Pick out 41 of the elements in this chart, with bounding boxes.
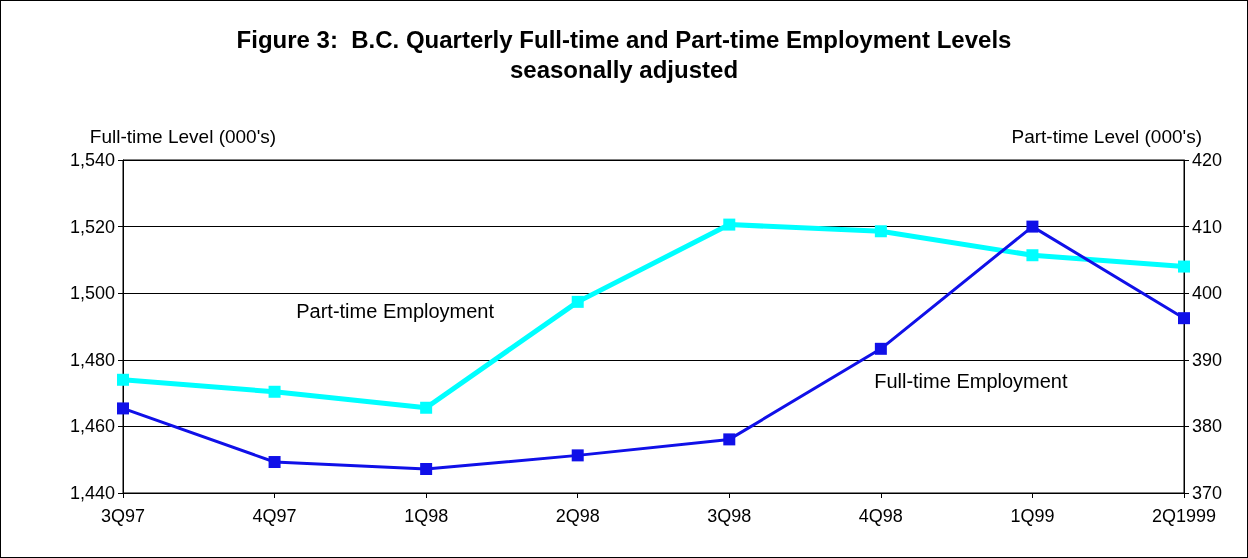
point (420, 463, 433, 476)
x-tick-label: 1Q99 (1010, 506, 1055, 526)
point (1026, 249, 1039, 262)
point (874, 225, 887, 238)
y-tick-label: 1,520 (69, 216, 115, 237)
chart-title: Figure 3: B.C. Quarterly Full-time and Part-time Employment Levels seasonally adjusted (236, 25, 1012, 83)
x-tick-label: 3Q98 (707, 506, 752, 526)
point (1026, 220, 1039, 233)
y2-tick-label: 380 (1192, 416, 1223, 437)
y-tick-label: 1,540 (69, 150, 115, 170)
y-tick-label: 1,460 (69, 416, 115, 437)
x-tick-label: 2Q98 (555, 506, 600, 526)
x-tick-label: 1Q98 (404, 506, 449, 526)
y2-tick-label: 370 (1192, 483, 1223, 503)
x-tick-label: 2Q1999 (1151, 506, 1217, 526)
point (268, 456, 281, 469)
y-tick-label: 1,440 (69, 483, 115, 503)
y-tick-label: 1,500 (69, 283, 115, 304)
point (117, 373, 129, 386)
x-tick-label: 4Q98 (858, 506, 903, 526)
y-tick-label: 1,480 (69, 349, 115, 370)
series-label: Part-time Employment (296, 299, 495, 322)
series-label: Full-time Employment (874, 369, 1068, 392)
y2-axis-title: Part-time Level (000's) (1011, 126, 1202, 147)
y-axis-title: Full-time Level (000's) (89, 126, 277, 147)
x-tick-label: 3Q97 (100, 506, 146, 526)
point (1178, 260, 1190, 273)
y2-tick-label: 410 (1192, 216, 1223, 237)
point (117, 402, 129, 415)
point (723, 433, 736, 446)
point (723, 218, 736, 231)
point (874, 342, 887, 355)
y2-tick-label: 390 (1192, 349, 1223, 370)
y2-tick-label: 420 (1192, 150, 1223, 170)
x-tick-label: 4Q97 (252, 506, 297, 526)
point (268, 385, 281, 398)
point (1178, 312, 1190, 325)
y2-tick-label: 400 (1192, 283, 1223, 304)
point (571, 449, 584, 462)
point (571, 295, 584, 308)
point (420, 401, 433, 414)
